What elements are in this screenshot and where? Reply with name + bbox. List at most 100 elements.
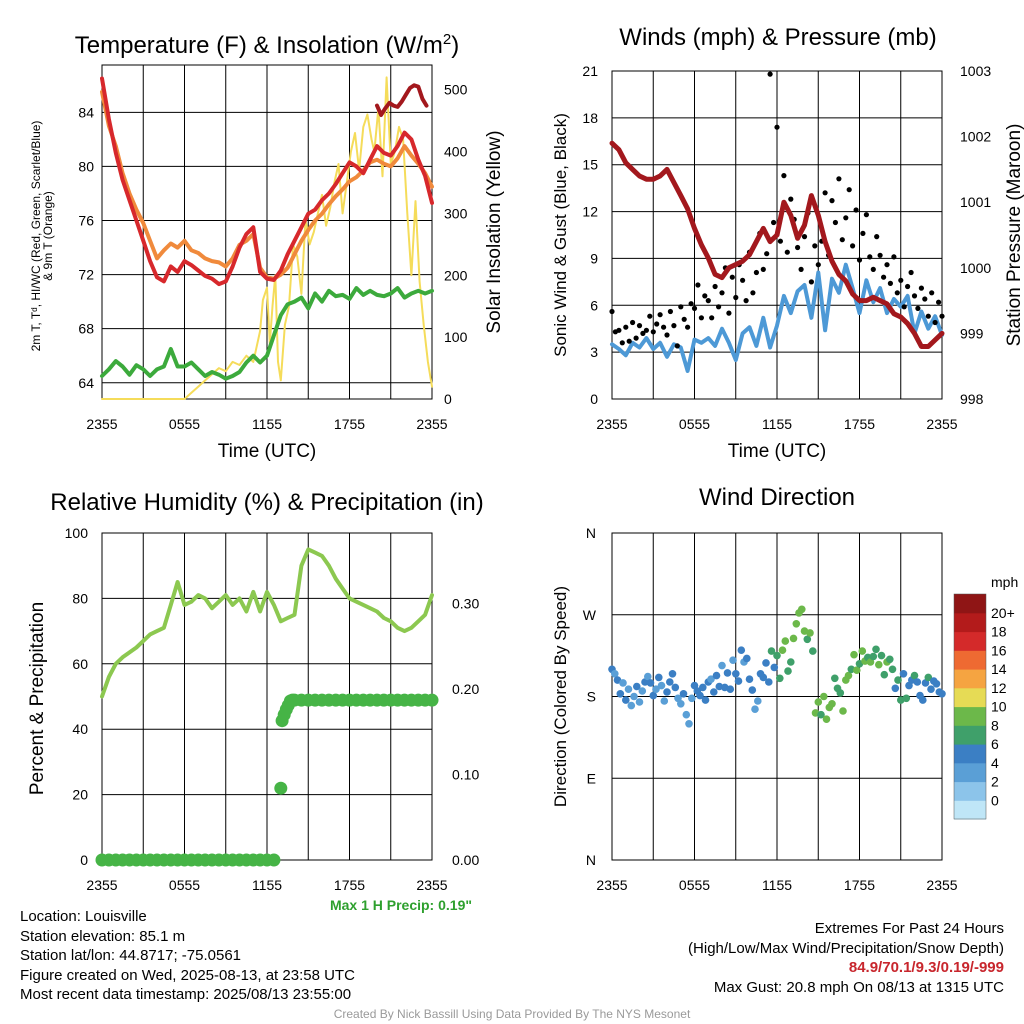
gust-point bbox=[667, 308, 674, 315]
figure-created: Figure created on Wed, 2025-08-13, at 23… bbox=[20, 966, 355, 984]
gust-point bbox=[609, 308, 615, 315]
y2-tick-label: 998 bbox=[960, 391, 984, 407]
y-tick-label: W bbox=[583, 607, 597, 623]
y-tick-label: 68 bbox=[78, 321, 94, 337]
y2-tick-label: 0.20 bbox=[452, 681, 479, 697]
colorbar-swatch bbox=[954, 669, 986, 689]
y-tick-label: 80 bbox=[78, 158, 94, 174]
gust-point bbox=[846, 187, 852, 193]
gust-point bbox=[877, 252, 883, 258]
direction-point bbox=[910, 671, 919, 680]
y2-tick-label: 300 bbox=[444, 205, 468, 221]
y-axis-label: Sonic Wind & Gust (Blue, Black) bbox=[551, 113, 570, 357]
colorbar-label: 4 bbox=[991, 755, 999, 771]
gust-point bbox=[716, 304, 722, 310]
gust-point bbox=[939, 313, 945, 319]
direction-point bbox=[839, 707, 847, 715]
direction-point bbox=[743, 654, 751, 663]
y2-tick-label: 500 bbox=[444, 82, 468, 98]
direction-point bbox=[773, 651, 781, 660]
gust-point bbox=[695, 282, 701, 288]
gust-point bbox=[674, 343, 680, 349]
gust-point bbox=[863, 212, 870, 218]
gust-point bbox=[671, 323, 677, 329]
gust-point bbox=[661, 324, 667, 330]
gust-point bbox=[726, 310, 732, 316]
y-tick-label: S bbox=[587, 689, 596, 705]
direction-point bbox=[858, 647, 867, 655]
direction-point bbox=[677, 700, 685, 708]
direction-point bbox=[762, 659, 770, 667]
y-axis-label: Direction (Colored By Speed) bbox=[551, 586, 570, 807]
direction-point bbox=[781, 637, 790, 645]
gust-point bbox=[685, 324, 691, 330]
series-dewpoint bbox=[100, 286, 434, 381]
x-tick-label: 2355 bbox=[86, 877, 117, 893]
direction-point bbox=[754, 697, 762, 705]
direction-point bbox=[844, 671, 853, 680]
gust-point bbox=[654, 321, 660, 327]
direction-point bbox=[784, 667, 792, 675]
gust-point bbox=[905, 283, 911, 290]
station-info: Location: Louisville Station elevation: … bbox=[20, 907, 355, 1005]
colorbar-swatch bbox=[954, 631, 986, 651]
y2-tick-label: 999 bbox=[960, 325, 984, 341]
direction-point bbox=[814, 698, 823, 706]
direction-point bbox=[699, 683, 707, 692]
x-tick-label: 0555 bbox=[679, 416, 710, 432]
gust-point bbox=[918, 285, 925, 291]
direction-point bbox=[831, 674, 839, 683]
direction-point bbox=[745, 675, 754, 683]
direction-point bbox=[919, 696, 927, 704]
direction-point bbox=[729, 656, 737, 664]
precip-point bbox=[425, 693, 439, 707]
gust-point bbox=[887, 280, 894, 286]
y-tick-label: 18 bbox=[582, 110, 598, 126]
direction-point bbox=[767, 647, 776, 655]
gust-point bbox=[798, 266, 804, 272]
y2-tick-label: 0.10 bbox=[452, 767, 479, 783]
gust-point bbox=[760, 266, 766, 272]
gust-point bbox=[795, 244, 801, 251]
direction-point bbox=[649, 691, 658, 700]
y-tick-label: 76 bbox=[78, 213, 94, 229]
direction-point bbox=[737, 646, 746, 654]
direction-point bbox=[734, 677, 743, 685]
gust-point bbox=[636, 323, 643, 329]
gust-point bbox=[936, 299, 942, 305]
direction-point bbox=[932, 680, 941, 688]
gust-point bbox=[856, 257, 863, 263]
colorbar-label: 8 bbox=[991, 717, 999, 733]
gust-point bbox=[843, 215, 849, 221]
direction-point bbox=[886, 655, 894, 664]
direction-point bbox=[616, 690, 625, 698]
colorbar-label: 14 bbox=[991, 661, 1007, 677]
speed-colorbar: 0 2 4 6 8 10 12 14 16 18 20+ mph bbox=[953, 574, 1018, 820]
y2-tick-label: 1003 bbox=[960, 63, 991, 79]
colorbar-swatch bbox=[954, 594, 986, 614]
direction-point bbox=[924, 673, 933, 682]
colorbar-label: 0 bbox=[991, 792, 999, 808]
series-wind_chill bbox=[375, 83, 429, 117]
gust-point bbox=[681, 316, 687, 322]
direction-point bbox=[778, 646, 787, 654]
y2-tick-label: 0.30 bbox=[452, 596, 479, 612]
gust-point bbox=[801, 234, 808, 240]
direction-point bbox=[748, 686, 757, 694]
y-tick-label: 40 bbox=[72, 721, 88, 737]
colorbar-label: 6 bbox=[991, 736, 999, 752]
chart-title: Winds (mph) & Pressure (mb) bbox=[619, 24, 936, 51]
gust-point bbox=[729, 274, 735, 280]
y-tick-label: 0 bbox=[80, 852, 88, 868]
colorbar-swatch bbox=[954, 650, 986, 670]
colorbar-label: 2 bbox=[991, 774, 999, 790]
direction-point bbox=[891, 684, 900, 693]
x-tick-label: 1155 bbox=[762, 416, 792, 432]
direction-point bbox=[630, 692, 638, 701]
gust-point bbox=[733, 294, 739, 301]
y-tick-label: 6 bbox=[590, 297, 598, 313]
colorbar-swatch bbox=[954, 706, 986, 726]
direction-point bbox=[902, 694, 911, 703]
direction-point bbox=[638, 687, 647, 695]
direction-point bbox=[701, 696, 710, 704]
